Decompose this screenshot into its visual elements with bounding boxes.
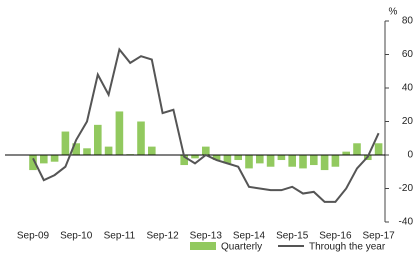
- x-tick-label: Sep-09: [17, 231, 50, 242]
- bar: [61, 131, 70, 155]
- y-tick-label: 60: [402, 49, 414, 60]
- x-tick-label: Sep-17: [362, 231, 395, 242]
- legend-label: Through the year: [309, 242, 386, 253]
- bar: [223, 155, 232, 164]
- bar: [310, 155, 318, 166]
- bar: [342, 151, 350, 155]
- bar: [331, 155, 340, 167]
- x-tick-label: Sep-16: [319, 231, 352, 242]
- bar: [245, 155, 253, 169]
- bar: [180, 155, 188, 166]
- bar: [83, 148, 91, 155]
- bar: [277, 155, 286, 161]
- x-tick-label: Sep-13: [190, 231, 223, 242]
- y-tick-label: 20: [402, 116, 414, 127]
- y-tick-label: 80: [402, 16, 414, 27]
- y-tick-label: -20: [399, 183, 414, 194]
- x-tick-label: Sep-10: [60, 231, 93, 242]
- line: [32, 47, 380, 203]
- bar: [104, 146, 113, 155]
- x-tick-label: Sep-12: [146, 231, 179, 242]
- bar: [320, 155, 329, 171]
- bar: [353, 143, 361, 155]
- bar: [72, 143, 80, 155]
- y-tick-label: 40: [402, 83, 414, 94]
- legend-swatch: [190, 242, 216, 250]
- bar: [299, 155, 307, 169]
- bar: [94, 124, 102, 155]
- bar: [212, 155, 221, 161]
- legend-label: Quarterly: [221, 242, 262, 253]
- bar: [202, 146, 210, 155]
- y-tick-label: -40: [399, 217, 414, 228]
- bar: [40, 155, 48, 164]
- x-tick-label: Sep-15: [276, 231, 309, 242]
- bar: [148, 146, 156, 155]
- x-tick-label: Sep-11: [104, 231, 136, 242]
- x-tick-label: Sep-14: [233, 231, 266, 242]
- bar: [50, 155, 59, 162]
- bar: [115, 111, 124, 155]
- bar: [29, 155, 37, 171]
- bar: [234, 155, 242, 161]
- bar: [191, 155, 199, 159]
- bar: [256, 155, 264, 164]
- y-tick-label: 0: [407, 150, 413, 161]
- bar: [137, 121, 145, 155]
- y-unit: %: [389, 7, 398, 18]
- bar: [374, 143, 383, 155]
- bar: [266, 155, 275, 167]
- bar: [288, 155, 296, 167]
